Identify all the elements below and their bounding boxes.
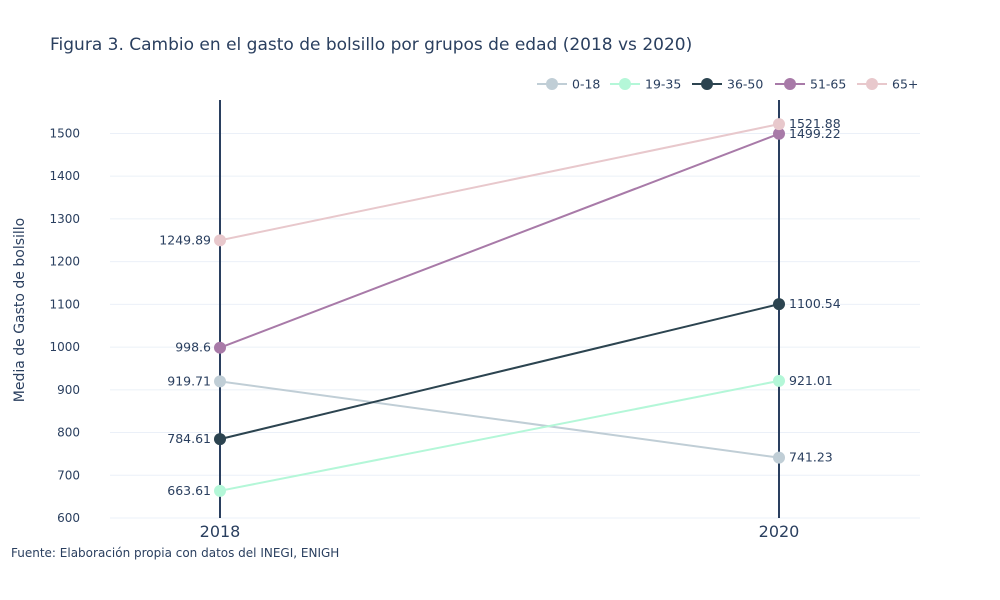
year-vertical-lines — [219, 100, 780, 518]
legend-item-label[interactable]: 0-18 — [572, 77, 600, 92]
x-tick-label: 2020 — [759, 522, 800, 541]
data-label: 998.6 — [175, 340, 211, 355]
y-tick-label: 1300 — [49, 212, 80, 226]
series-line — [219, 380, 780, 459]
data-label: 663.61 — [167, 483, 211, 498]
source-note: Fuente: Elaboración propia con datos del… — [11, 546, 339, 560]
data-point[interactable] — [214, 484, 226, 497]
legend-item-label[interactable]: 19-35 — [645, 77, 681, 92]
data-point[interactable] — [773, 374, 785, 387]
data-label: 1249.89 — [159, 232, 211, 247]
data-point[interactable] — [214, 433, 226, 446]
series-line — [219, 123, 780, 242]
series-line — [219, 132, 780, 349]
data-label: 1100.54 — [789, 296, 841, 311]
y-axis-ticks: 600 700 800 900 1000 1100 1200 1300 1400 1500 — [49, 126, 80, 525]
data-label: 741.23 — [789, 450, 833, 465]
series-line — [219, 379, 780, 492]
data-point[interactable] — [773, 118, 785, 131]
legend-swatch-marker — [546, 78, 558, 90]
legend-item-label[interactable]: 36-50 — [727, 77, 763, 92]
data-point[interactable] — [773, 298, 785, 311]
legend-swatch-marker — [619, 78, 631, 90]
data-point[interactable] — [214, 234, 226, 247]
legend-item-label[interactable]: 65+ — [892, 77, 918, 92]
y-tick-label: 1400 — [49, 169, 80, 183]
y-tick-label: 600 — [57, 511, 80, 525]
data-point[interactable] — [214, 341, 226, 354]
legend-swatch-marker — [866, 78, 878, 90]
legend-swatch-marker — [701, 78, 713, 90]
data-labels: 919.71 741.23 663.61 921.01 784.61 1100.54 998… — [159, 116, 840, 498]
data-point[interactable] — [773, 127, 785, 140]
data-label: 1499.22 — [789, 126, 841, 141]
y-tick-label: 1500 — [49, 126, 80, 140]
chart-title: Figura 3. Cambio en el gasto de bolsillo… — [50, 35, 692, 55]
y-tick-label: 1200 — [49, 255, 80, 269]
y-tick-label: 800 — [57, 426, 80, 440]
legend-swatch-marker — [784, 78, 796, 90]
data-label: 1521.88 — [789, 116, 841, 131]
legend-item-label[interactable]: 51-65 — [810, 77, 846, 92]
y-tick-label: 1000 — [49, 340, 80, 354]
series-line — [219, 303, 780, 441]
x-tick-label: 2018 — [200, 522, 241, 541]
series-lines — [214, 118, 785, 497]
legend[interactable]: 0-18 19-35 36-50 51-65 65+ — [537, 77, 918, 92]
x-axis-ticks: 2018 2020 — [200, 522, 800, 541]
data-label: 784.61 — [167, 431, 211, 446]
y-tick-label: 700 — [57, 468, 80, 482]
y-axis-title: Media de Gasto de bolsillo — [12, 218, 28, 403]
data-point[interactable] — [773, 451, 785, 464]
data-label: 919.71 — [167, 373, 211, 388]
y-tick-label: 900 — [57, 383, 80, 397]
data-label: 921.01 — [789, 373, 833, 388]
y-tick-label: 1100 — [49, 297, 80, 311]
data-point[interactable] — [214, 375, 226, 388]
